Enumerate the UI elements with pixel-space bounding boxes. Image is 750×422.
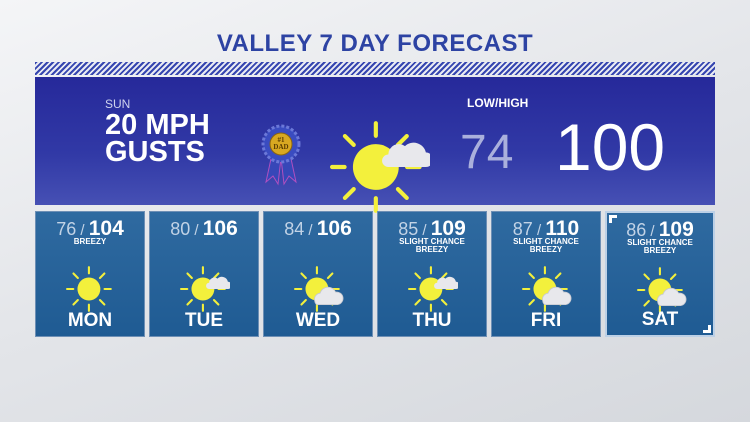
temps: 85 / 109 [378, 217, 486, 241]
day-label: FRI [530, 310, 562, 331]
hatched-divider [35, 62, 715, 75]
today-day: SUN [105, 97, 131, 111]
award-ribbon-icon: #1 DAD [260, 124, 302, 186]
today-weather-icon [330, 117, 434, 222]
slash: / [646, 223, 659, 240]
day-label: SAT [641, 309, 679, 330]
high-temp: 104 [88, 217, 124, 240]
low-temp: 84 [284, 219, 305, 239]
condition-notes: SLIGHT CHANCE BREEZY [607, 239, 713, 255]
low-temp: 87 [512, 219, 533, 239]
partly-cloudy-icon [522, 264, 572, 319]
condition-note: SLIGHT CHANCE [399, 237, 465, 246]
slash: / [76, 222, 89, 239]
day-label: WED [295, 310, 341, 331]
headline-line-1: 20 MPH [105, 109, 210, 141]
badge-text: #1 DAD [273, 136, 289, 151]
condition-note: BREEZY [643, 246, 677, 255]
high-temp: 110 [545, 217, 580, 240]
day-card-thu[interactable]: 85 / 109 SLIGHT CHANCE BREEZY THU [377, 211, 487, 337]
slash: / [532, 222, 546, 239]
today-high: 100 [555, 110, 666, 184]
high-temp: 109 [430, 217, 466, 240]
sun-icon [65, 264, 116, 319]
low-temp: 76 [56, 219, 77, 239]
slash: / [304, 222, 317, 239]
headline-line-2: GUSTS [105, 136, 205, 168]
high-temp: 109 [658, 218, 694, 241]
day-card-mon[interactable]: 76 / 104 BREEZY MON [35, 211, 145, 337]
day-label: MON [67, 310, 113, 331]
partly-cloudy-icon [293, 264, 344, 319]
condition-notes: SLIGHT CHANCE BREEZY [378, 238, 486, 254]
day-card-sat[interactable]: 86 / 109 SLIGHT CHANCE BREEZY SAT [605, 211, 715, 337]
temps: 86 / 109 [607, 218, 713, 242]
condition-note: SLIGHT CHANCE [627, 238, 693, 247]
today-low: 74 [460, 126, 514, 179]
today-headline: 20 MPH GUSTS [105, 109, 210, 168]
condition-notes: SLIGHT CHANCE BREEZY [492, 238, 600, 254]
slash: / [190, 222, 203, 239]
condition-notes: BREEZY [36, 238, 144, 246]
temps: 84 / 106 [264, 217, 372, 241]
low-temp: 85 [398, 219, 419, 239]
day-card-wed[interactable]: 84 / 106 WED [263, 211, 373, 337]
forecast-title: VALLEY 7 DAY FORECAST [216, 30, 534, 57]
temps: 76 / 104 [36, 217, 144, 241]
sun-small-cloud-icon [407, 264, 460, 319]
high-temp: 106 [202, 217, 238, 240]
sun-small-cloud-icon [180, 264, 232, 319]
selection-corner [703, 325, 711, 333]
condition-note: BREEZY [415, 245, 449, 254]
slash: / [418, 222, 431, 239]
condition-note: BREEZY [73, 237, 107, 246]
condition-note: BREEZY [529, 245, 563, 254]
temps: 80 / 106 [150, 217, 258, 241]
day-label: TUE [185, 310, 223, 331]
partly-cloudy-icon [637, 265, 687, 320]
high-temp: 106 [316, 217, 352, 240]
low-high-label: LOW/HIGH [467, 96, 529, 110]
low-temp: 86 [626, 220, 647, 240]
low-temp: 80 [170, 219, 191, 239]
selection-corner [609, 215, 617, 223]
day-card-fri[interactable]: 87 / 110 SLIGHT CHANCE BREEZY FRI [491, 211, 601, 337]
today-panel: SUN 20 MPH GUSTS #1 DAD LOW/HIGH 74 100 [35, 77, 715, 213]
condition-note: SLIGHT CHANCE [513, 237, 579, 246]
day-card-tue[interactable]: 80 / 106 TUE [149, 211, 259, 337]
temps: 87 / 110 [492, 217, 600, 241]
day-label: THU [412, 310, 452, 331]
